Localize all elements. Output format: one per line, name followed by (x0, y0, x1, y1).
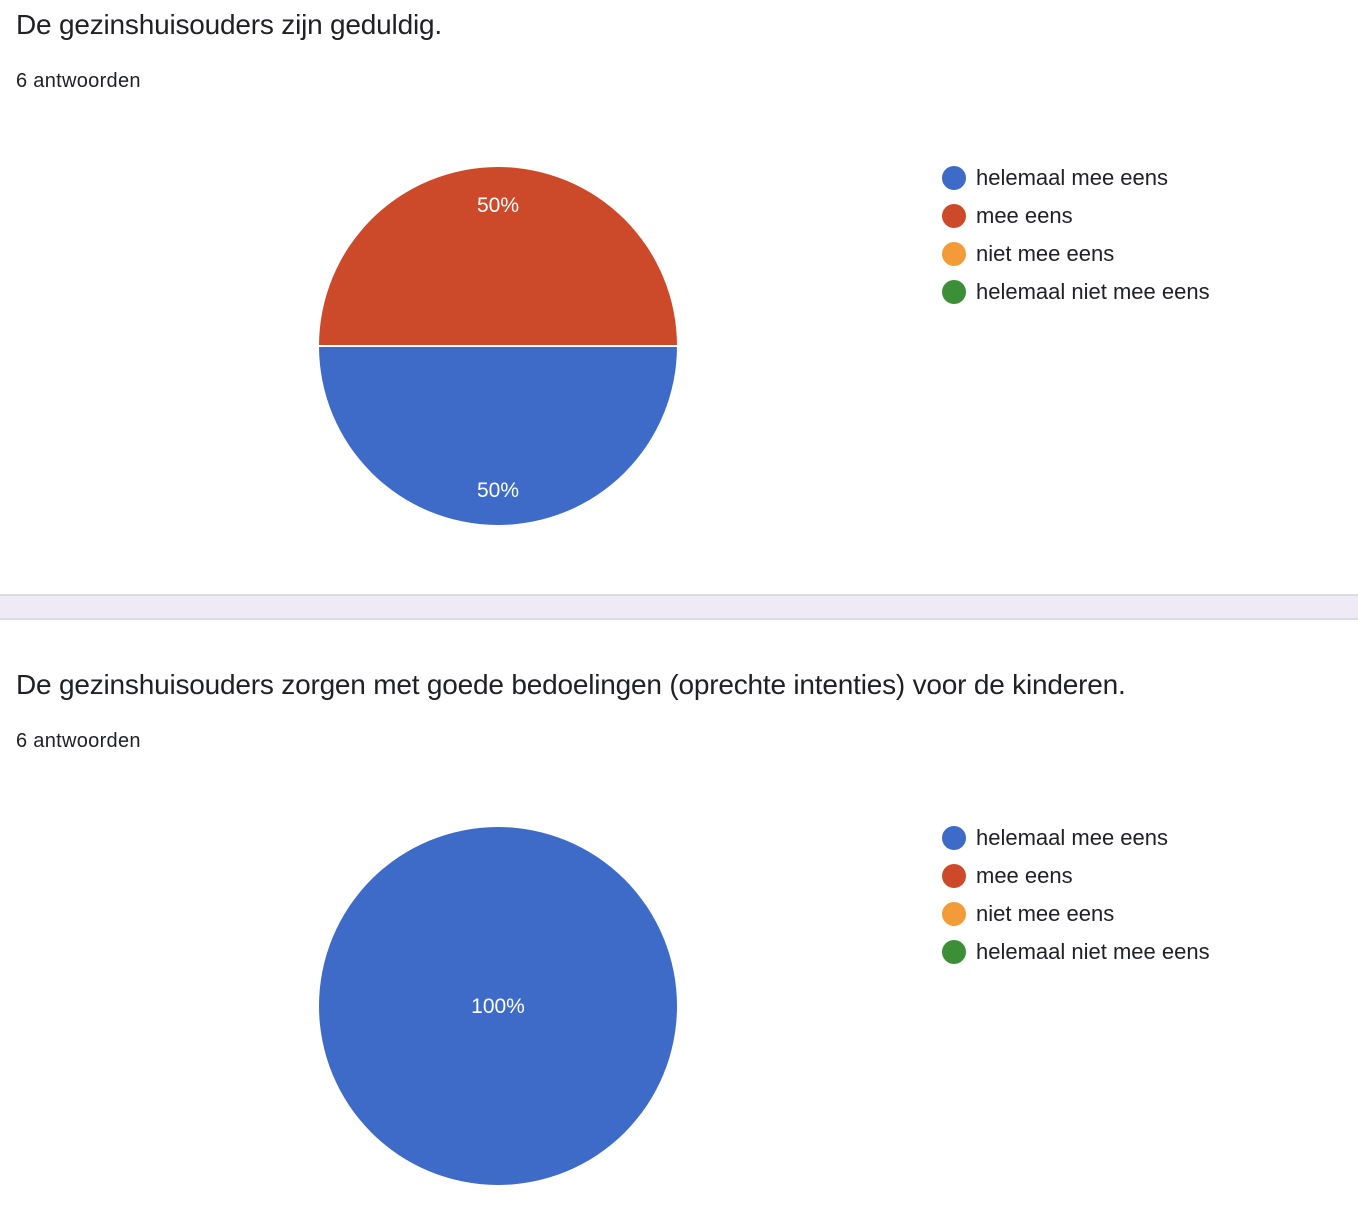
chart-legend: helemaal mee eens mee eens niet mee eens… (942, 159, 1210, 311)
legend-dot-icon (942, 280, 966, 304)
legend-dot-icon (942, 204, 966, 228)
legend-label: helemaal niet mee eens (976, 939, 1210, 964)
question-title: De gezinshuisouders zorgen met goede bed… (16, 669, 1126, 700)
legend-item-niet-mee-eens[interactable]: niet mee eens (942, 895, 1210, 933)
question-card-2: De gezinshuisouders zorgen met goede bed… (0, 620, 1358, 1206)
legend-item-niet-mee-eens[interactable]: niet mee eens (942, 235, 1210, 273)
legend-label: helemaal niet mee eens (976, 279, 1210, 304)
legend-item-mee-eens[interactable]: mee eens (942, 197, 1210, 235)
question-card-1: De gezinshuisouders zijn geduldig. 6 ant… (0, 0, 1358, 594)
legend-label: niet mee eens (976, 241, 1115, 266)
legend-dot-icon (942, 902, 966, 926)
legend-dot-icon (942, 166, 966, 190)
legend-dot-icon (942, 826, 966, 850)
legend-item-helemaal-mee-eens[interactable]: helemaal mee eens (942, 819, 1210, 857)
legend-dot-icon (942, 864, 966, 888)
section-divider (0, 594, 1358, 620)
pie-chart: 50% 50% (318, 167, 678, 525)
slice-label: 100% (471, 995, 525, 1018)
pie-chart: 100% (319, 827, 677, 1185)
chart-legend: helemaal mee eens mee eens niet mee eens… (942, 819, 1210, 971)
legend-label: mee eens (976, 203, 1073, 228)
slice-label: 50% (477, 479, 519, 502)
response-count: 6 antwoorden (16, 730, 141, 752)
legend-label: mee eens (976, 863, 1073, 888)
legend-item-helemaal-mee-eens[interactable]: helemaal mee eens (942, 159, 1210, 197)
legend-item-helemaal-niet-mee-eens[interactable]: helemaal niet mee eens (942, 933, 1210, 971)
legend-label: helemaal mee eens (976, 825, 1169, 850)
legend-item-mee-eens[interactable]: mee eens (942, 857, 1210, 895)
legend-item-helemaal-niet-mee-eens[interactable]: helemaal niet mee eens (942, 273, 1210, 311)
legend-dot-icon (942, 242, 966, 266)
pie-slice-helemaal-mee-eens[interactable] (319, 827, 677, 1185)
legend-label: niet mee eens (976, 901, 1115, 926)
legend-label: helemaal mee eens (976, 165, 1169, 190)
slice-label: 50% (477, 194, 519, 217)
response-count: 6 antwoorden (16, 70, 141, 92)
question-title: De gezinshuisouders zijn geduldig. (16, 9, 442, 40)
pie-slice-mee-eens[interactable] (319, 167, 677, 346)
pie-slice-helemaal-mee-eens[interactable] (319, 346, 677, 525)
legend-dot-icon (942, 940, 966, 964)
